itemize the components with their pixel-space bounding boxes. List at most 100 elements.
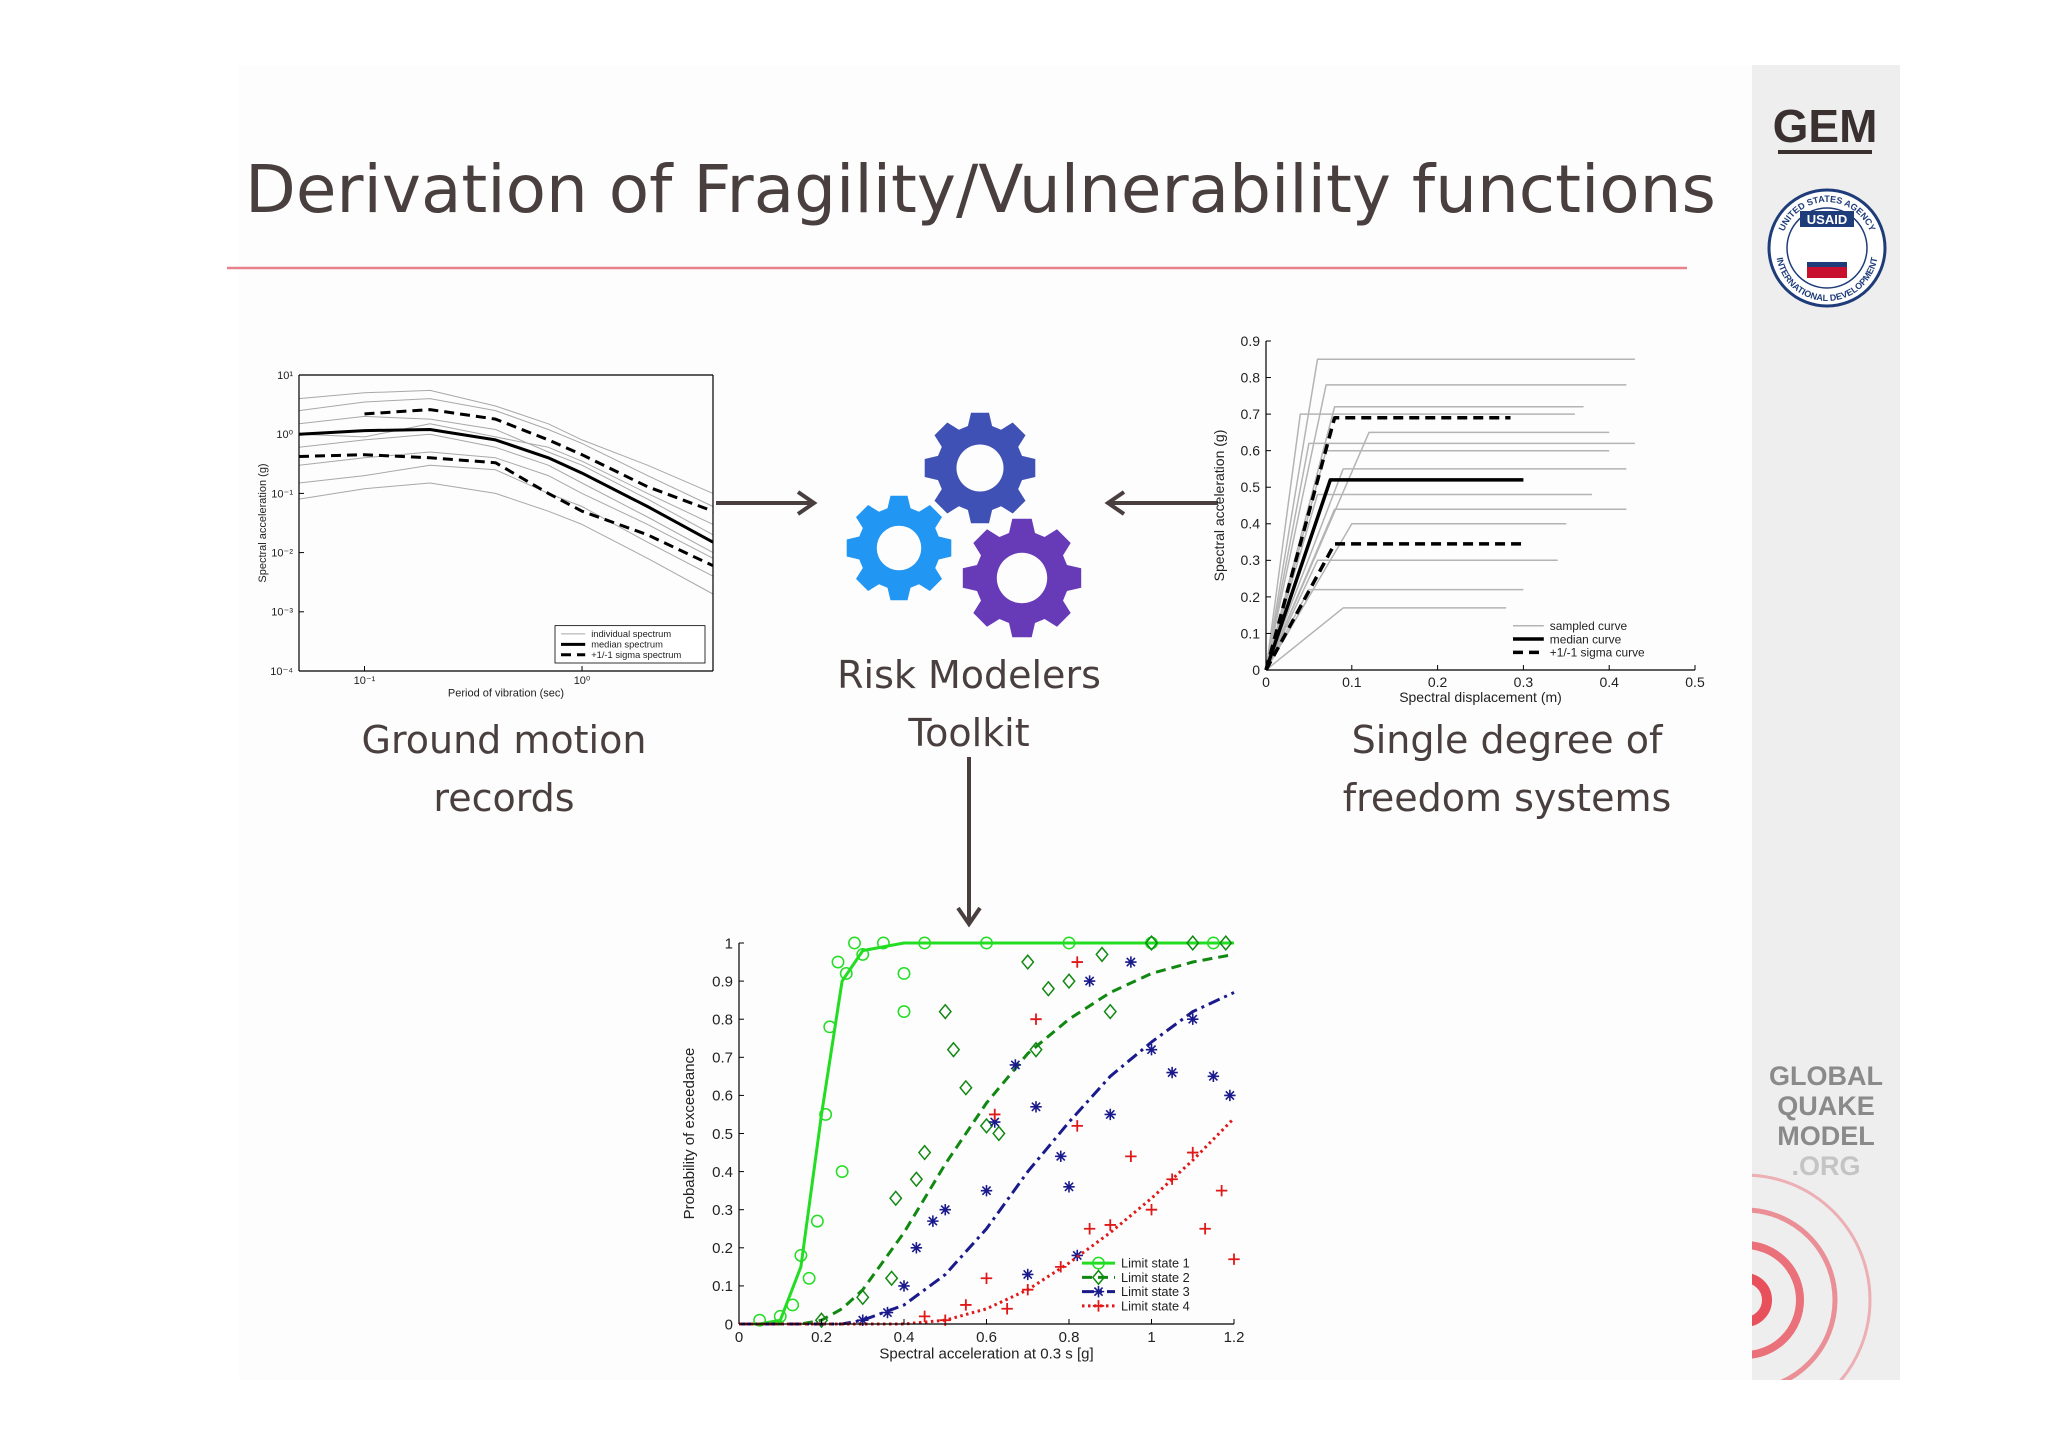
- legend-label: +1/-1 sigma spectrum: [591, 650, 681, 660]
- legend-label: Limit state 2: [1121, 1270, 1190, 1285]
- gear-hole: [956, 444, 1004, 492]
- usaid-band: [1800, 211, 1854, 227]
- y-tick-label: 0.6: [1241, 443, 1261, 459]
- ring: [1752, 1241, 1804, 1359]
- marker: [1009, 1059, 1022, 1071]
- x-tick-label: 0.6: [976, 1329, 997, 1346]
- marker: [1022, 1268, 1034, 1281]
- panel-label: Single degree of: [1352, 718, 1664, 762]
- panel-label: freedom systems: [1343, 776, 1672, 820]
- marker: [1063, 1181, 1075, 1193]
- marker: [1001, 1303, 1013, 1315]
- marker: [1145, 1043, 1158, 1056]
- legend-label: median spectrum: [591, 640, 663, 650]
- marker: [1083, 975, 1096, 987]
- series-line: [1265, 588, 1524, 671]
- marker: [1145, 1204, 1158, 1216]
- x-axis-label: Spectral displacement (m): [1399, 689, 1562, 705]
- chart: 10⁻¹ 10⁰ 10⁻⁴ 10⁻³ 10⁻² 10⁻¹ 10⁰ 10¹ Period of v…: [257, 370, 714, 699]
- panel-label: Ground motion: [362, 718, 647, 762]
- marker: [938, 1003, 952, 1020]
- series-line: [298, 482, 714, 595]
- marker: [927, 1215, 939, 1227]
- y-tick-label: 0.7: [1241, 406, 1261, 422]
- marker: [839, 967, 853, 980]
- ring: [1752, 1273, 1772, 1327]
- x-tick-label: 0.2: [811, 1329, 832, 1346]
- series-line: [298, 464, 714, 577]
- marker: [1030, 1101, 1042, 1113]
- y-tick-label: 0.4: [1241, 516, 1261, 532]
- sidebar-rings: [1752, 1173, 1872, 1380]
- marker: [1071, 1120, 1083, 1132]
- marker: [1219, 934, 1233, 952]
- marker: [819, 1108, 833, 1121]
- series-line: [1265, 493, 1592, 671]
- chart: 0 0.2 0.4 0.6 0.8 1 1.2 0 0.1 0.2 0.3 0.4 0.5 0.6 0.7 0…: [681, 934, 1244, 1363]
- marker: [848, 936, 861, 950]
- marker: [1092, 1300, 1105, 1312]
- marker: [1083, 1223, 1096, 1235]
- x-tick-label: 10⁰: [574, 675, 591, 687]
- arrow-head: [1104, 490, 1126, 516]
- y-tick-label: 0.8: [712, 1011, 733, 1028]
- y-axis-label: Spectral acceleration (g): [257, 463, 269, 582]
- marker: [884, 1270, 899, 1287]
- marker: [918, 1310, 931, 1323]
- series-line: [1264, 416, 1511, 671]
- marker: [1187, 1146, 1199, 1159]
- series-line: [1265, 559, 1558, 671]
- y-tick-label: 0.8: [1241, 369, 1261, 385]
- x-tick-label: 0.1: [1342, 674, 1362, 690]
- slide-area: [239, 65, 1752, 1380]
- marker: [989, 1108, 1001, 1121]
- series-line: [1265, 413, 1575, 671]
- legend-label: Limit state 1: [1121, 1256, 1190, 1271]
- y-tick-label: 0.5: [712, 1126, 733, 1143]
- legend-label: Limit state 3: [1121, 1284, 1190, 1299]
- marker: [1062, 973, 1076, 990]
- y-tick-label: 1: [725, 935, 733, 952]
- x-axis-label: Period of vibration (sec): [448, 687, 564, 699]
- marker: [1144, 934, 1159, 952]
- marker: [980, 1272, 993, 1284]
- org-line: GLOBAL: [1769, 1061, 1883, 1091]
- y-tick-label: 0.1: [1241, 625, 1261, 641]
- x-tick-label: 0.2: [1428, 674, 1448, 690]
- arrow-head: [956, 906, 982, 928]
- y-axis-label: Probability of exceedance: [681, 1048, 698, 1220]
- usaid-stars: [1807, 262, 1847, 267]
- marker: [1092, 1285, 1105, 1298]
- y-tick-label: 0.2: [1241, 589, 1261, 605]
- marker: [1224, 1089, 1236, 1102]
- x-axis-label: Spectral acceleration at 0.3 s [g]: [879, 1346, 1093, 1363]
- series-line: [1265, 523, 1567, 671]
- chart: 0 0.1 0.2 0.3 0.4 0.5 0 0.1 0.2 0.3 0.4 0.5 0.6 0.7 0.…: [1211, 333, 1705, 705]
- marker: [1215, 1184, 1228, 1197]
- marker: [835, 1165, 849, 1179]
- toolkit-icon: [846, 412, 1082, 638]
- y-tick-label: 0.6: [712, 1088, 733, 1105]
- marker: [959, 1079, 973, 1096]
- series-line: [298, 433, 714, 554]
- marker: [1207, 1070, 1220, 1083]
- ring: [1752, 1173, 1872, 1380]
- marker: [857, 1314, 869, 1326]
- marker: [979, 1117, 994, 1134]
- gem-logo: GEM: [1773, 100, 1878, 152]
- y-tick-label: 0.4: [712, 1164, 733, 1181]
- slide-title: Derivation of Fragility/Vulnerability fu…: [245, 151, 1716, 228]
- marker: [1071, 956, 1083, 968]
- marker: [1030, 1013, 1042, 1025]
- marker: [1199, 1223, 1211, 1235]
- series-line: [1265, 406, 1584, 671]
- arrow-head: [796, 490, 818, 516]
- marker: [1166, 1066, 1178, 1079]
- marker: [1104, 1219, 1116, 1231]
- series-line: [364, 408, 714, 513]
- marker: [1187, 1013, 1199, 1025]
- legend-label: individual spectrum: [591, 629, 671, 639]
- series-line: [298, 398, 714, 507]
- y-tick-label: 0.1: [712, 1278, 733, 1295]
